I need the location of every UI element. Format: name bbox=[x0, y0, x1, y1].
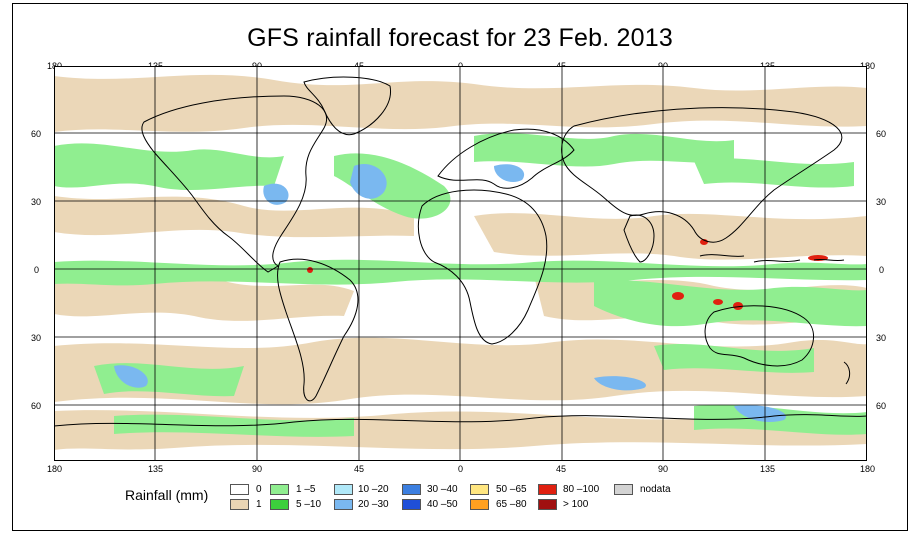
lat-tick-left: 30 bbox=[31, 333, 42, 343]
lon-tick-bottom: 0 bbox=[458, 464, 464, 474]
lat-tick-right: 60 bbox=[876, 129, 887, 139]
legend-swatch-3 bbox=[270, 499, 289, 510]
lon-tick-bottom: 180 bbox=[860, 464, 876, 474]
legend-title: Rainfall (mm) bbox=[125, 487, 209, 503]
lon-tick-bottom: 135 bbox=[760, 464, 776, 474]
lon-tick-bottom: 45 bbox=[556, 464, 567, 474]
legend-swatch-9 bbox=[470, 499, 489, 510]
legend-label-0: 0 bbox=[256, 484, 262, 495]
legend-swatch-5 bbox=[334, 499, 353, 510]
legend-label-5: 20 –30 bbox=[358, 499, 389, 510]
legend-swatch-10 bbox=[538, 484, 557, 495]
coastlines bbox=[54, 76, 867, 427]
intense-rain-cells bbox=[307, 239, 828, 310]
lon-tick-bottom: 180 bbox=[47, 464, 63, 474]
legend-label-1: 1 bbox=[256, 499, 262, 510]
legend-label-3: 5 –10 bbox=[296, 499, 322, 510]
legend-label-9: 65 –80 bbox=[496, 499, 527, 510]
legend-swatch-6 bbox=[402, 484, 421, 495]
lat-tick-left: 30 bbox=[31, 197, 42, 207]
map-title: GFS rainfall forecast for 23 Feb. 2013 bbox=[247, 24, 673, 52]
lat-tick-right: 30 bbox=[876, 197, 887, 207]
lon-tick-top: 180 bbox=[860, 61, 876, 71]
lat-tick-right: 60 bbox=[876, 401, 887, 411]
legend-label-7: 40 –50 bbox=[427, 499, 458, 510]
lon-tick-bottom: 135 bbox=[148, 464, 164, 474]
lat-tick-right: 30 bbox=[876, 333, 887, 343]
lat-tick-left: 60 bbox=[31, 401, 42, 411]
lon-tick-bottom: 90 bbox=[252, 464, 263, 474]
legend-swatch-12 bbox=[614, 484, 633, 495]
legend-swatch-1 bbox=[230, 499, 249, 510]
legend-swatch-11 bbox=[538, 499, 557, 510]
legend-label-4: 10 –20 bbox=[358, 484, 389, 495]
legend-swatch-4 bbox=[334, 484, 353, 495]
lon-tick-bottom: 90 bbox=[658, 464, 669, 474]
legend-label-8: 50 –65 bbox=[496, 484, 527, 495]
legend-label-6: 30 –40 bbox=[427, 484, 458, 495]
legend-swatch-2 bbox=[270, 484, 289, 495]
lat-tick-right: 0 bbox=[879, 265, 885, 275]
lon-tick-bottom: 45 bbox=[354, 464, 365, 474]
legend-label-11: > 100 bbox=[563, 499, 589, 510]
legend-swatch-8 bbox=[470, 484, 489, 495]
legend-label-2: 1 –5 bbox=[296, 484, 316, 495]
legend-swatch-7 bbox=[402, 499, 421, 510]
lat-tick-left: 60 bbox=[31, 129, 42, 139]
legend-label-12: nodata bbox=[640, 484, 671, 495]
lat-tick-left: 0 bbox=[34, 265, 40, 275]
legend-label-10: 80 –100 bbox=[563, 484, 600, 495]
rainfall-map bbox=[54, 66, 867, 461]
graticule bbox=[54, 66, 867, 461]
legend-swatch-0 bbox=[230, 484, 249, 495]
